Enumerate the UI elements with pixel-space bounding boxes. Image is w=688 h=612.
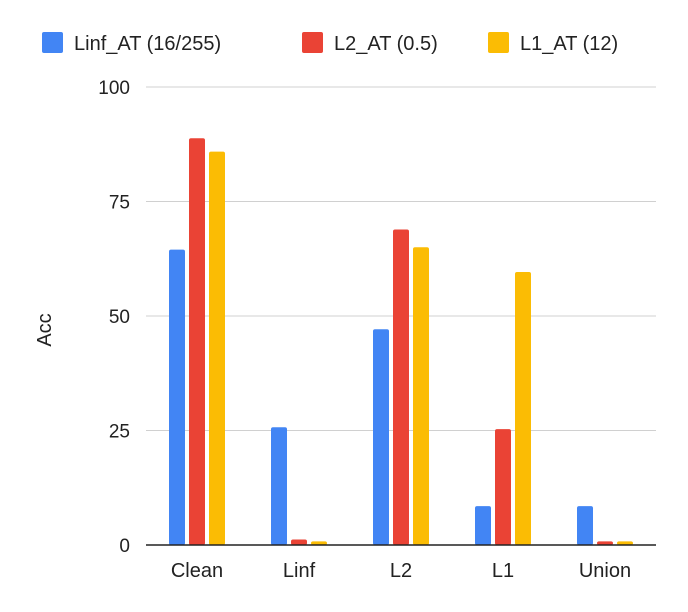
x-tick-label: Linf — [283, 560, 316, 582]
y-axis-title: Acc — [34, 313, 56, 346]
y-tick-label: 0 — [119, 536, 130, 557]
bar — [597, 541, 613, 545]
legend-swatch — [42, 32, 63, 53]
bar — [311, 541, 327, 545]
x-tick-label: Clean — [171, 560, 223, 582]
legend-swatch — [488, 32, 509, 53]
bar — [189, 138, 205, 545]
legend-label: L1_AT (12) — [520, 33, 618, 55]
bar — [475, 506, 491, 545]
y-tick-label: 25 — [109, 422, 130, 443]
legend: Linf_AT (16/255) L2_AT (0.5) L1_AT (12) — [42, 32, 618, 55]
bars — [169, 138, 633, 546]
legend-label: Linf_AT (16/255) — [74, 33, 221, 55]
bar — [577, 506, 593, 545]
bar — [169, 249, 185, 545]
bar — [515, 272, 531, 545]
legend-swatch — [302, 32, 323, 53]
x-tick-label: L2 — [390, 560, 412, 582]
x-tick-label: L1 — [492, 560, 514, 582]
x-tick-label: Union — [579, 560, 631, 582]
y-tick-label: 50 — [109, 307, 130, 328]
bar — [373, 329, 389, 545]
bar — [413, 247, 429, 546]
bar — [495, 429, 511, 545]
bar — [209, 151, 225, 545]
bar — [291, 539, 307, 545]
bar — [271, 427, 287, 545]
axes: 0 25 50 75 100 Clean Linf L2 L1 Union — [98, 78, 656, 582]
y-tick-label: 100 — [98, 78, 130, 99]
legend-label: L2_AT (0.5) — [334, 33, 438, 55]
bar — [617, 541, 633, 545]
y-tick-label: 75 — [109, 193, 130, 214]
bar — [393, 229, 409, 546]
